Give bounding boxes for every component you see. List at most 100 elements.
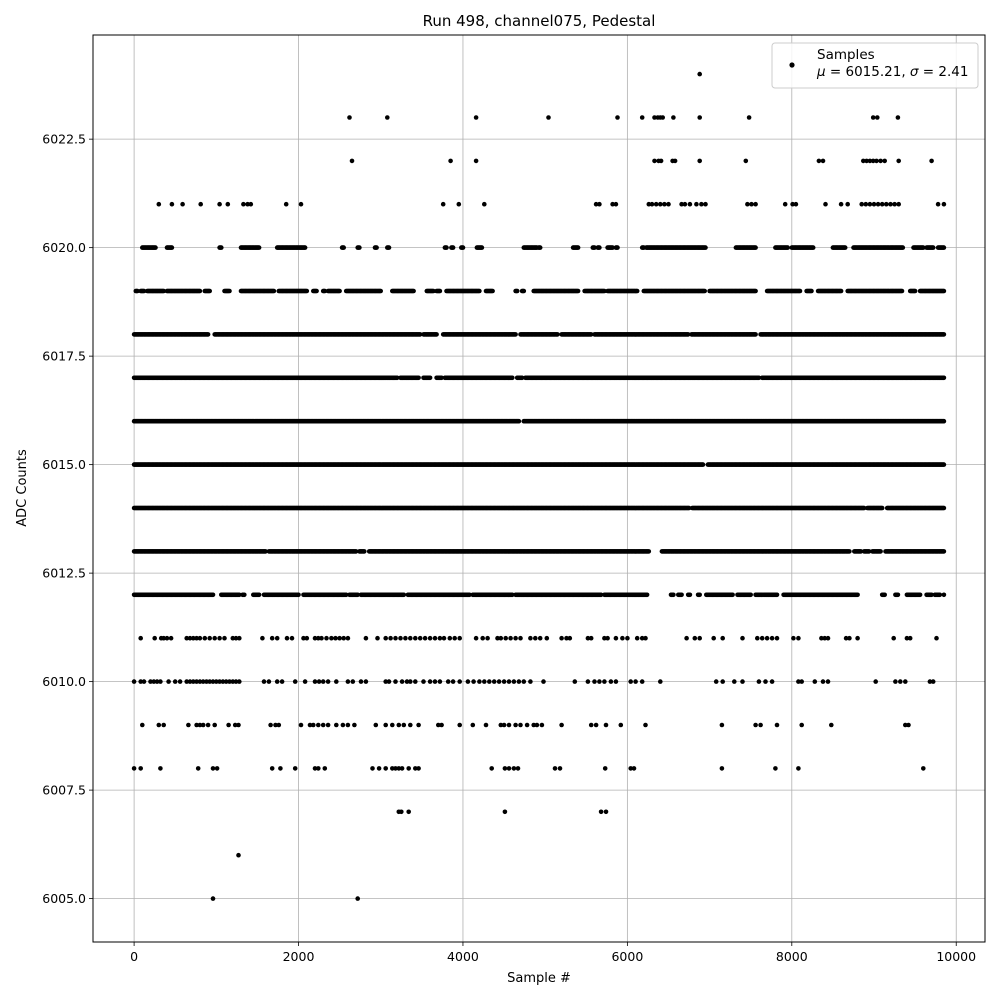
data-point — [219, 245, 224, 250]
data-point — [386, 245, 392, 250]
data-point — [283, 201, 289, 207]
data-point — [180, 201, 185, 207]
data-point — [842, 245, 848, 250]
data-point — [314, 288, 319, 294]
data-point — [427, 375, 433, 381]
data-point — [845, 201, 850, 207]
data-point — [863, 201, 869, 207]
data-point — [298, 201, 304, 207]
data-point — [634, 288, 640, 294]
data-point — [753, 332, 758, 337]
data-point — [156, 201, 162, 207]
data-point — [417, 332, 423, 337]
data-point — [444, 245, 449, 250]
data-point — [473, 115, 479, 120]
data-point — [597, 201, 602, 207]
data-point — [899, 288, 905, 294]
data-point — [785, 245, 790, 250]
data-point — [302, 245, 308, 250]
data-point — [870, 158, 876, 164]
data-point — [941, 332, 947, 337]
data-point — [227, 288, 232, 294]
data-point — [357, 245, 362, 250]
data-point — [416, 375, 421, 381]
data-point — [694, 201, 699, 207]
data-point — [935, 201, 941, 207]
data-point — [271, 288, 277, 294]
data-point — [838, 288, 844, 294]
data-point — [460, 245, 466, 250]
data-point — [875, 201, 881, 207]
data-point — [592, 245, 597, 250]
data-point — [225, 201, 231, 207]
data-point — [448, 158, 453, 164]
data-point — [753, 245, 758, 250]
data-point — [245, 201, 250, 207]
data-point — [513, 332, 518, 337]
data-point — [450, 245, 456, 250]
data-point — [697, 71, 702, 77]
data-point — [753, 201, 758, 207]
data-point — [895, 115, 901, 120]
data-point — [658, 201, 663, 207]
data-point — [697, 115, 702, 120]
data-point — [477, 288, 482, 294]
data-point — [161, 288, 166, 294]
data-point — [790, 201, 795, 207]
data-point — [197, 288, 203, 294]
data-point — [884, 201, 889, 207]
data-point — [610, 201, 615, 207]
data-point — [823, 201, 828, 207]
data-point — [820, 158, 826, 164]
data-point — [703, 245, 708, 250]
data-point — [900, 245, 906, 250]
data-point — [746, 115, 752, 120]
data-point — [703, 201, 708, 207]
data-point — [653, 201, 659, 207]
data-point — [941, 418, 947, 424]
data-point — [666, 201, 671, 207]
data-point — [838, 201, 844, 207]
data-point — [153, 245, 158, 250]
data-point — [198, 201, 203, 207]
data-point — [941, 201, 947, 207]
data-point — [912, 288, 918, 294]
data-point — [816, 158, 822, 164]
data-point — [304, 288, 310, 294]
data-point — [743, 158, 749, 164]
data-point — [649, 201, 655, 207]
data-points — [131, 71, 947, 901]
data-point — [593, 201, 599, 207]
data-point — [929, 158, 934, 164]
data-point — [613, 201, 619, 207]
data-point — [602, 288, 607, 294]
data-point — [479, 245, 485, 250]
data-point — [615, 245, 620, 250]
data-point — [864, 158, 869, 164]
data-point — [141, 288, 147, 294]
data-point — [672, 158, 678, 164]
data-point — [473, 158, 479, 164]
data-point — [490, 288, 495, 294]
data-point — [514, 288, 520, 294]
data-point — [782, 201, 788, 207]
data-point — [941, 288, 947, 294]
data-point — [575, 288, 581, 294]
data-point — [859, 201, 864, 207]
data-point — [456, 201, 462, 207]
data-point — [610, 245, 615, 250]
data-point — [597, 245, 602, 250]
data-point — [921, 245, 926, 250]
data-point — [207, 288, 212, 294]
data-point — [892, 201, 897, 207]
data-point — [437, 288, 443, 294]
data-point — [682, 201, 688, 207]
data-point — [169, 201, 175, 207]
data-point — [810, 245, 816, 250]
data-point — [347, 115, 352, 120]
data-point — [941, 375, 947, 381]
data-point — [322, 288, 328, 294]
grid-lines — [93, 35, 985, 942]
data-point — [875, 115, 880, 120]
data-point — [169, 245, 175, 250]
